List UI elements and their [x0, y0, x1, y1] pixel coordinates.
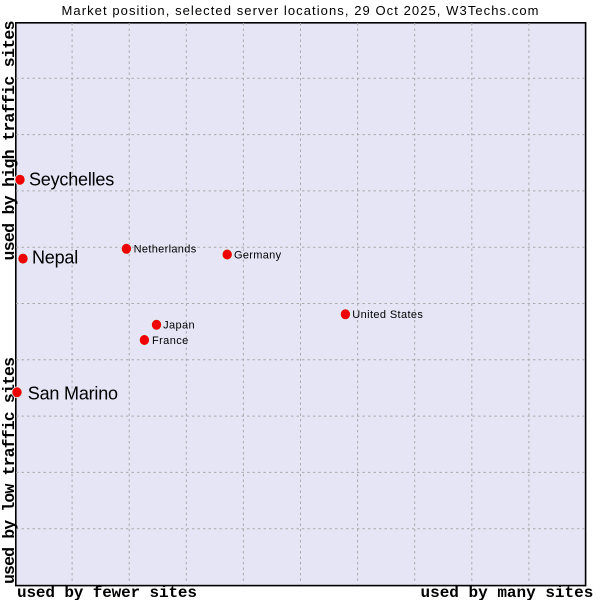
svg-text:used by fewer sites: used by fewer sites: [17, 584, 197, 600]
svg-text:used by low traffic sites: used by low traffic sites: [0, 357, 19, 584]
svg-text:France: France: [152, 335, 189, 347]
svg-text:Netherlands: Netherlands: [134, 243, 197, 255]
svg-text:Nepal: Nepal: [32, 248, 78, 268]
svg-text:used by many sites: used by many sites: [421, 584, 594, 600]
svg-text:Japan: Japan: [163, 319, 195, 331]
svg-text:United States: United States: [352, 309, 423, 321]
svg-text:Market position, selected serv: Market position, selected server locatio…: [62, 3, 539, 18]
svg-text:Seychelles: Seychelles: [29, 169, 114, 189]
svg-text:used by high traffic sites: used by high traffic sites: [0, 20, 19, 260]
svg-text:Germany: Germany: [234, 249, 282, 261]
svg-text:San Marino: San Marino: [28, 384, 118, 404]
